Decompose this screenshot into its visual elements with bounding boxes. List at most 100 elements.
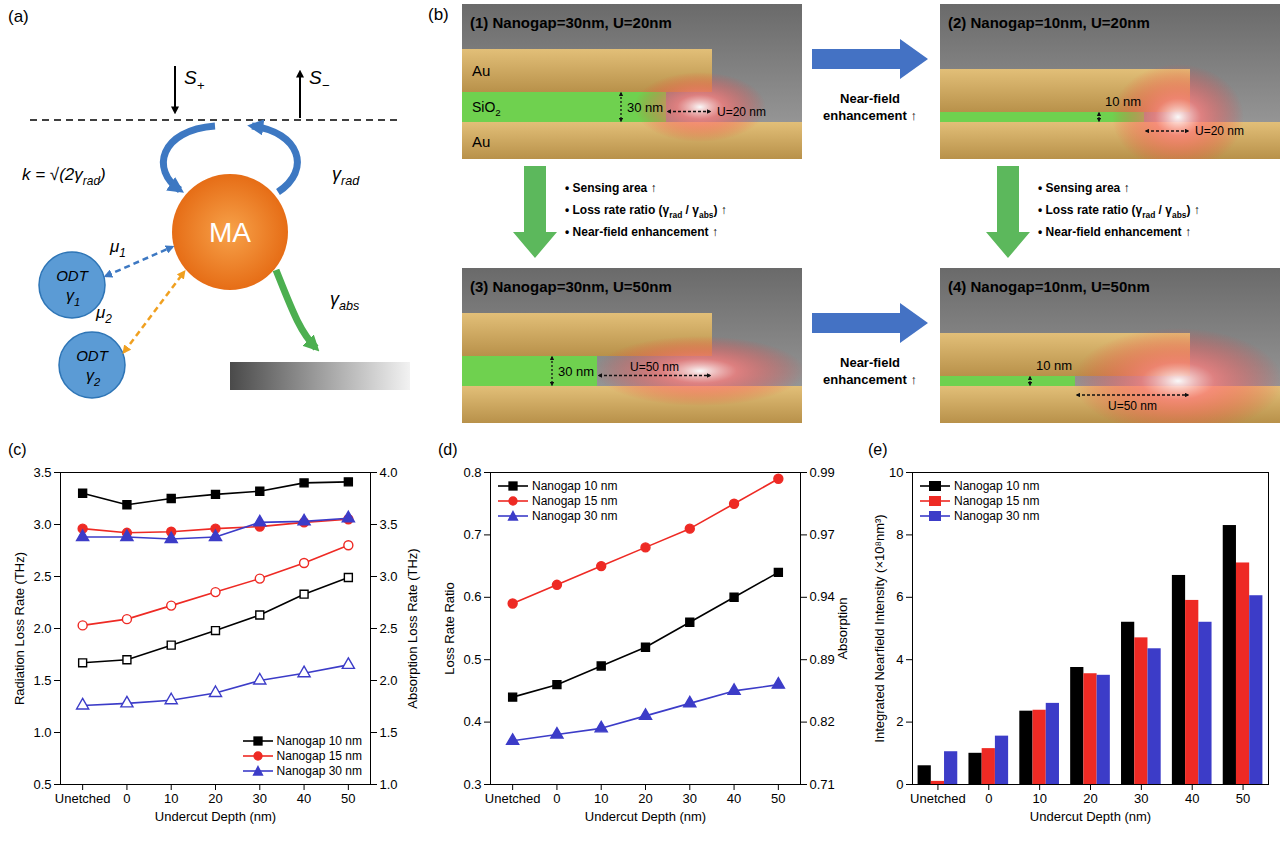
svg-text:Loss Rate Ratio: Loss Rate Ratio [442, 582, 457, 675]
svg-text:S−: S− [309, 67, 330, 93]
svg-text:(b): (b) [428, 5, 449, 24]
svg-text:γ1: γ1 [66, 287, 80, 308]
svg-text:ODT: ODT [76, 347, 110, 364]
svg-text:20: 20 [1083, 791, 1097, 806]
svg-text:40: 40 [297, 791, 311, 806]
svg-text:Near-field: Near-field [840, 355, 900, 370]
svg-text:• Loss rate ratio (γrad / γabs: • Loss rate ratio (γrad / γabs) ↑ [565, 203, 727, 220]
svg-text:2.0: 2.0 [380, 673, 398, 688]
svg-text:Absorption Loss Rate (THz): Absorption Loss Rate (THz) [405, 548, 420, 708]
svg-text:ODT: ODT [56, 267, 90, 284]
svg-text:• Sensing area ↑: • Sensing area ↑ [565, 181, 657, 195]
svg-text:50: 50 [341, 791, 355, 806]
svg-text:Near-field: Near-field [840, 91, 900, 106]
svg-text:10: 10 [889, 465, 903, 480]
svg-text:0.5: 0.5 [463, 652, 481, 667]
svg-text:10: 10 [594, 791, 608, 806]
svg-text:2.5: 2.5 [380, 621, 398, 636]
svg-text:(a): (a) [8, 7, 29, 26]
svg-text:0: 0 [123, 791, 130, 806]
svg-text:enhancement ↑: enhancement ↑ [823, 108, 917, 123]
svg-text:γrad: γrad [332, 164, 360, 188]
svg-text:2: 2 [896, 714, 903, 729]
svg-text:γ2: γ2 [86, 367, 101, 388]
svg-text:50: 50 [1236, 791, 1250, 806]
svg-text:10 nm: 10 nm [1036, 358, 1072, 373]
svg-text:30: 30 [683, 791, 697, 806]
svg-text:μ1: μ1 [109, 237, 126, 260]
svg-text:40: 40 [1185, 791, 1199, 806]
svg-text:γabs: γabs [330, 289, 360, 313]
svg-text:(1) Nanogap=30nm, U=20nm: (1) Nanogap=30nm, U=20nm [470, 14, 672, 31]
svg-text:• Near-field enhancement ↑: • Near-field enhancement ↑ [1038, 225, 1191, 239]
svg-text:0.89: 0.89 [810, 652, 835, 667]
svg-text:1.5: 1.5 [33, 673, 51, 688]
svg-text:• Near-field enhancement ↑: • Near-field enhancement ↑ [565, 225, 718, 239]
svg-text:Undercut Depth (nm): Undercut Depth (nm) [155, 809, 276, 824]
svg-text:Au: Au [472, 133, 490, 150]
svg-text:1.0: 1.0 [33, 725, 51, 740]
svg-text:Unetched: Unetched [485, 791, 541, 806]
svg-text:50: 50 [771, 791, 785, 806]
svg-text:Radiation Loss Rate (THz): Radiation Loss Rate (THz) [12, 552, 27, 705]
svg-text:1.5: 1.5 [380, 725, 398, 740]
svg-text:Undercut Depth (nm): Undercut Depth (nm) [585, 809, 706, 824]
svg-text:0.5: 0.5 [33, 777, 51, 792]
svg-text:0.94: 0.94 [810, 589, 835, 604]
svg-text:20: 20 [638, 791, 652, 806]
svg-text:3.5: 3.5 [33, 465, 51, 480]
svg-text:0.8: 0.8 [463, 465, 481, 480]
svg-text:2.5: 2.5 [33, 569, 51, 584]
svg-text:6: 6 [896, 589, 903, 604]
svg-text:40: 40 [727, 791, 741, 806]
svg-text:3.5: 3.5 [380, 517, 398, 532]
svg-text:Au: Au [472, 62, 490, 79]
svg-text:0.99: 0.99 [810, 465, 835, 480]
svg-text:0.3: 0.3 [463, 777, 481, 792]
svg-text:0: 0 [896, 777, 903, 792]
svg-text:• Loss rate ratio (γrad / γabs: • Loss rate ratio (γrad / γabs) ↑ [1038, 203, 1200, 220]
svg-text:enhancement ↑: enhancement ↑ [823, 372, 917, 387]
svg-text:10 nm: 10 nm [1105, 94, 1141, 109]
svg-text:2.0: 2.0 [33, 621, 51, 636]
svg-text:k = √(2γrad): k = √(2γrad) [22, 165, 106, 188]
svg-text:SiO2: SiO2 [472, 99, 501, 118]
svg-text:μ2: μ2 [95, 303, 112, 326]
svg-text:30: 30 [253, 791, 267, 806]
svg-text:Undercut Depth (nm): Undercut Depth (nm) [1030, 809, 1151, 824]
svg-text:0: 0 [985, 791, 992, 806]
svg-text:10: 10 [164, 791, 178, 806]
svg-text:1.0: 1.0 [380, 777, 398, 792]
svg-text:U=50 nm: U=50 nm [630, 360, 679, 374]
svg-text:30 nm: 30 nm [558, 364, 594, 379]
svg-text:(4) Nanogap=10nm, U=50nm: (4) Nanogap=10nm, U=50nm [948, 278, 1150, 295]
svg-text:0.4: 0.4 [463, 714, 481, 729]
svg-text:20: 20 [208, 791, 222, 806]
svg-text:0.7: 0.7 [463, 527, 481, 542]
svg-text:Unetched: Unetched [910, 791, 966, 806]
svg-text:10: 10 [1032, 791, 1046, 806]
svg-text:3.0: 3.0 [33, 517, 51, 532]
svg-text:Absorption: Absorption [835, 597, 850, 659]
svg-text:4: 4 [896, 652, 903, 667]
svg-text:0.6: 0.6 [463, 589, 481, 604]
svg-text:0.97: 0.97 [810, 527, 835, 542]
svg-text:U=20 nm: U=20 nm [1195, 124, 1244, 138]
svg-text:0.82: 0.82 [810, 714, 835, 729]
svg-text:30 nm: 30 nm [627, 100, 663, 115]
svg-text:4.0: 4.0 [380, 465, 398, 480]
svg-text:(2) Nanogap=10nm, U=20nm: (2) Nanogap=10nm, U=20nm [948, 14, 1150, 31]
svg-text:0: 0 [553, 791, 560, 806]
svg-text:0.71: 0.71 [810, 777, 835, 792]
svg-text:U=20 nm: U=20 nm [717, 105, 766, 119]
svg-text:• Sensing area ↑: • Sensing area ↑ [1038, 181, 1130, 195]
svg-text:Integrated Nearfield Intensity: Integrated Nearfield Intensity (×10⁸nm³) [872, 514, 887, 742]
svg-text:30: 30 [1134, 791, 1148, 806]
svg-text:MA: MA [209, 217, 251, 248]
svg-text:U=50 nm: U=50 nm [1108, 399, 1157, 413]
svg-text:(3) Nanogap=30nm, U=50nm: (3) Nanogap=30nm, U=50nm [470, 278, 672, 295]
svg-text:S+: S+ [184, 67, 205, 93]
svg-text:3.0: 3.0 [380, 569, 398, 584]
svg-text:8: 8 [896, 527, 903, 542]
svg-text:Unetched: Unetched [55, 791, 111, 806]
